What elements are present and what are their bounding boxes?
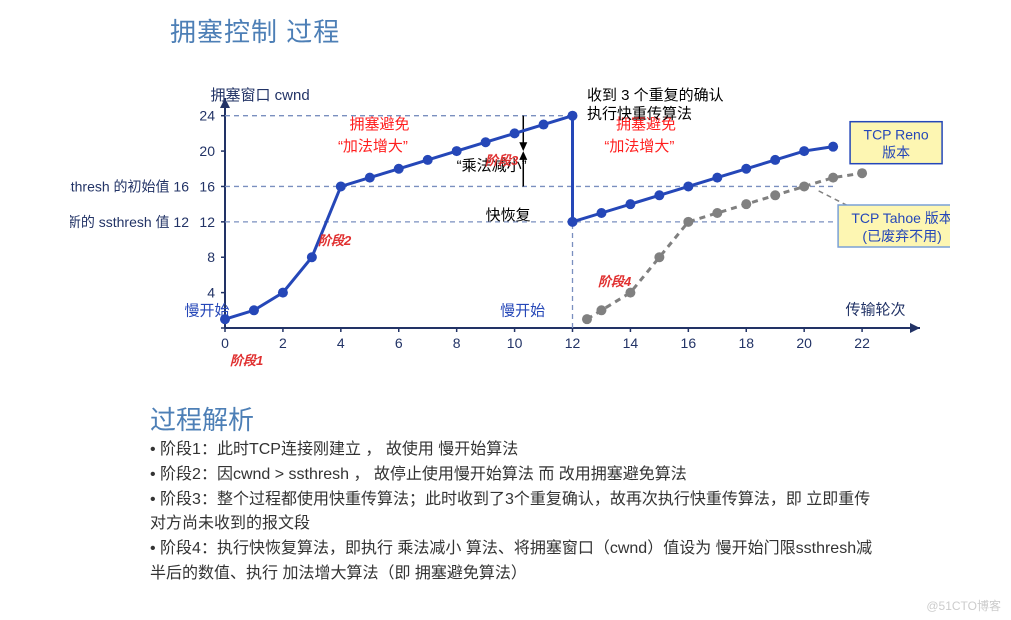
phase4-label: 阶段4 <box>598 271 631 290</box>
svg-text:“加法增大”: “加法增大” <box>338 138 408 155</box>
chart-area: 48121620240246810121416182022拥塞窗口 cwndss… <box>70 68 950 348</box>
svg-text:6: 6 <box>395 335 403 348</box>
svg-text:慢开始: 慢开始 <box>500 302 545 319</box>
svg-text:4: 4 <box>207 285 215 301</box>
svg-text:执行快重传算法: 执行快重传算法 <box>587 104 692 122</box>
explanation-block: • 阶段1：此时TCP连接刚建立 ， 故使用 慢开始算法 • 阶段2：因cwnd… <box>150 438 880 587</box>
svg-text:拥塞窗口 cwnd: 拥塞窗口 cwnd <box>211 86 310 104</box>
svg-text:20: 20 <box>796 335 812 348</box>
svg-text:传输轮次: 传输轮次 <box>846 301 906 318</box>
svg-text:16: 16 <box>199 178 215 194</box>
explain-line-2: • 阶段2：因cwnd > ssthresh ， 故停止使用慢开始算法 而 改用… <box>150 463 880 488</box>
svg-text:16: 16 <box>681 335 697 348</box>
svg-text:12: 12 <box>565 335 581 348</box>
svg-text:8: 8 <box>453 335 461 348</box>
phase3-label: 阶段3 <box>485 150 518 169</box>
page-title: 拥塞控制 过程 <box>170 12 340 49</box>
svg-text:TCP Tahoe 版本: TCP Tahoe 版本 <box>851 210 950 226</box>
svg-text:版本: 版本 <box>882 145 910 161</box>
svg-text:快恢复: 快恢复 <box>486 206 531 224</box>
phase1-label: 阶段1 <box>230 350 263 369</box>
svg-text:拥塞避免: 拥塞避免 <box>350 115 410 133</box>
svg-text:“加法增大”: “加法增大” <box>604 138 674 155</box>
explain-line-3: • 阶段3：整个过程都使用快重传算法；此时收到了3个重复确认，故再次执行快重传算… <box>150 488 880 538</box>
svg-text:10: 10 <box>507 335 523 348</box>
svg-text:慢开始: 慢开始 <box>184 302 229 319</box>
svg-text:(已废弃不用): (已废弃不用) <box>862 228 941 244</box>
explain-line-1: • 阶段1：此时TCP连接刚建立 ， 故使用 慢开始算法 <box>150 438 880 463</box>
svg-text:20: 20 <box>199 143 215 159</box>
svg-text:4: 4 <box>337 335 345 348</box>
svg-text:2: 2 <box>279 335 287 348</box>
explain-line-4: • 阶段4：执行快恢复算法，即执行 乘法减小 算法、将拥塞窗口（cwnd）值设为… <box>150 537 880 587</box>
svg-text:24: 24 <box>199 108 215 124</box>
svg-text:22: 22 <box>854 335 870 348</box>
svg-text:8: 8 <box>207 249 215 265</box>
section-title: 过程解析 <box>150 400 254 437</box>
svg-text:14: 14 <box>623 335 639 348</box>
congestion-chart: 48121620240246810121416182022拥塞窗口 cwndss… <box>70 68 950 348</box>
svg-text:12: 12 <box>199 214 215 230</box>
svg-text:收到 3 个重复的确认: 收到 3 个重复的确认 <box>587 86 724 104</box>
svg-text:TCP Reno: TCP Reno <box>864 127 929 143</box>
svg-text:ssthresh 的初始值 16: ssthresh 的初始值 16 <box>70 178 189 194</box>
watermark: @51CTO博客 <box>926 597 1001 614</box>
svg-text:0: 0 <box>221 335 229 348</box>
svg-text:18: 18 <box>738 335 754 348</box>
phase2-label: 阶段2 <box>318 230 351 249</box>
svg-text:新的 ssthresh 值 12: 新的 ssthresh 值 12 <box>70 214 189 230</box>
